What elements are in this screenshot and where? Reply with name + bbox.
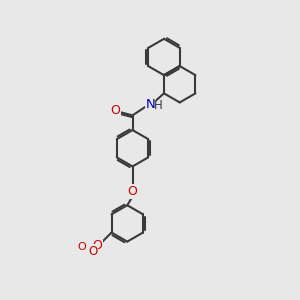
Text: N: N bbox=[146, 98, 156, 111]
Text: O: O bbox=[88, 245, 97, 258]
Text: O: O bbox=[92, 239, 102, 252]
Text: O: O bbox=[110, 103, 120, 117]
Text: H: H bbox=[154, 99, 163, 112]
Text: O: O bbox=[128, 185, 137, 199]
Text: O: O bbox=[78, 242, 86, 252]
